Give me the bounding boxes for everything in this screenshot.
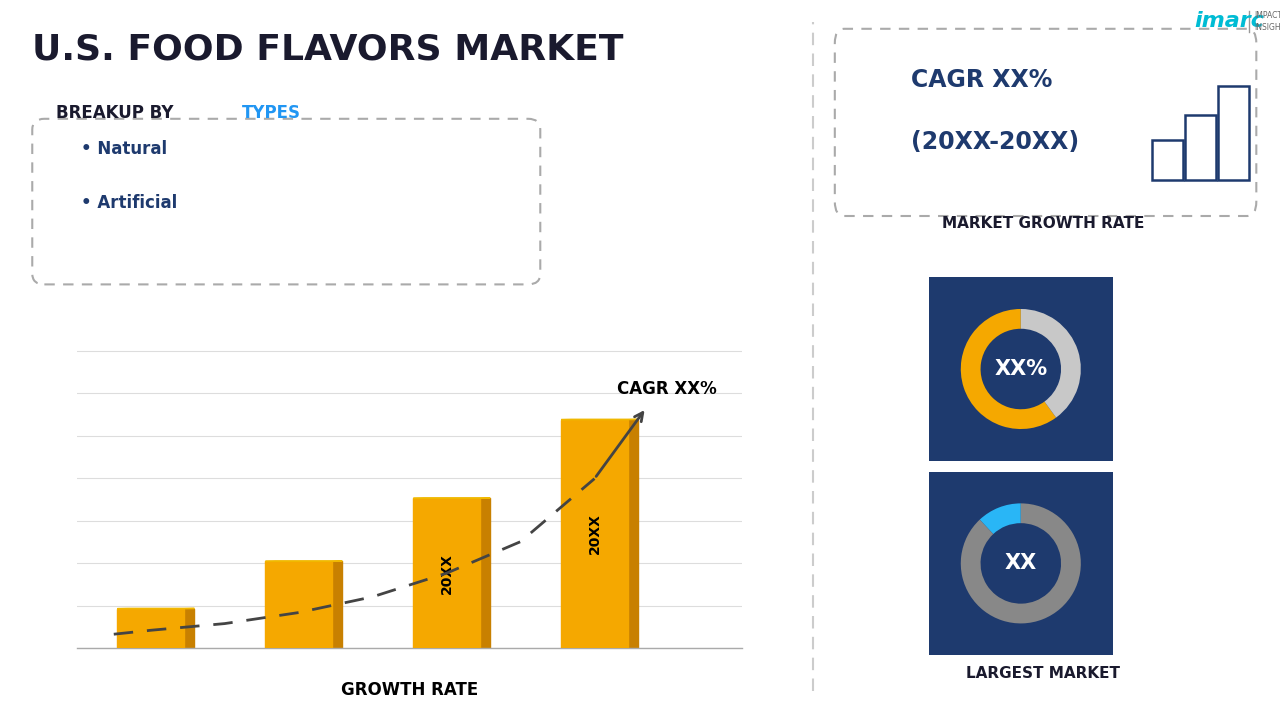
- Text: imarc: imarc: [1194, 11, 1265, 31]
- Text: TYPES: TYPES: [242, 104, 301, 122]
- Text: XX: XX: [1005, 554, 1037, 573]
- Bar: [561, 420, 627, 648]
- FancyBboxPatch shape: [920, 462, 1121, 665]
- Text: 20XX: 20XX: [439, 553, 453, 593]
- Wedge shape: [961, 309, 1056, 429]
- FancyBboxPatch shape: [1185, 115, 1216, 180]
- FancyBboxPatch shape: [1152, 140, 1183, 180]
- Wedge shape: [1021, 309, 1080, 418]
- Bar: [413, 498, 480, 648]
- Wedge shape: [979, 503, 1021, 534]
- Wedge shape: [961, 503, 1080, 624]
- Bar: [118, 608, 184, 648]
- Text: XX%: XX%: [995, 359, 1047, 379]
- Bar: [265, 562, 332, 648]
- FancyBboxPatch shape: [32, 119, 540, 284]
- Text: IMPACTFUL
INSIGHTS: IMPACTFUL INSIGHTS: [1254, 11, 1280, 32]
- Text: CAGR XX%: CAGR XX%: [617, 380, 717, 398]
- Text: BREAKUP BY: BREAKUP BY: [56, 104, 179, 122]
- Text: HIGHEST CAGR: HIGHEST CAGR: [979, 472, 1107, 487]
- Text: 20XX: 20XX: [588, 513, 602, 554]
- Text: LARGEST MARKET: LARGEST MARKET: [966, 666, 1120, 681]
- FancyBboxPatch shape: [920, 268, 1121, 470]
- Text: CAGR XX%: CAGR XX%: [910, 68, 1052, 92]
- Text: (20XX-20XX): (20XX-20XX): [910, 130, 1079, 153]
- Text: MARKET GROWTH RATE: MARKET GROWTH RATE: [942, 216, 1144, 231]
- Text: • Natural: • Natural: [81, 140, 166, 158]
- Text: • Artificial: • Artificial: [81, 194, 177, 212]
- Text: GROWTH RATE: GROWTH RATE: [340, 681, 479, 699]
- Text: U.S. FOOD FLAVORS MARKET: U.S. FOOD FLAVORS MARKET: [32, 32, 623, 66]
- FancyBboxPatch shape: [835, 29, 1257, 216]
- FancyBboxPatch shape: [1219, 86, 1249, 180]
